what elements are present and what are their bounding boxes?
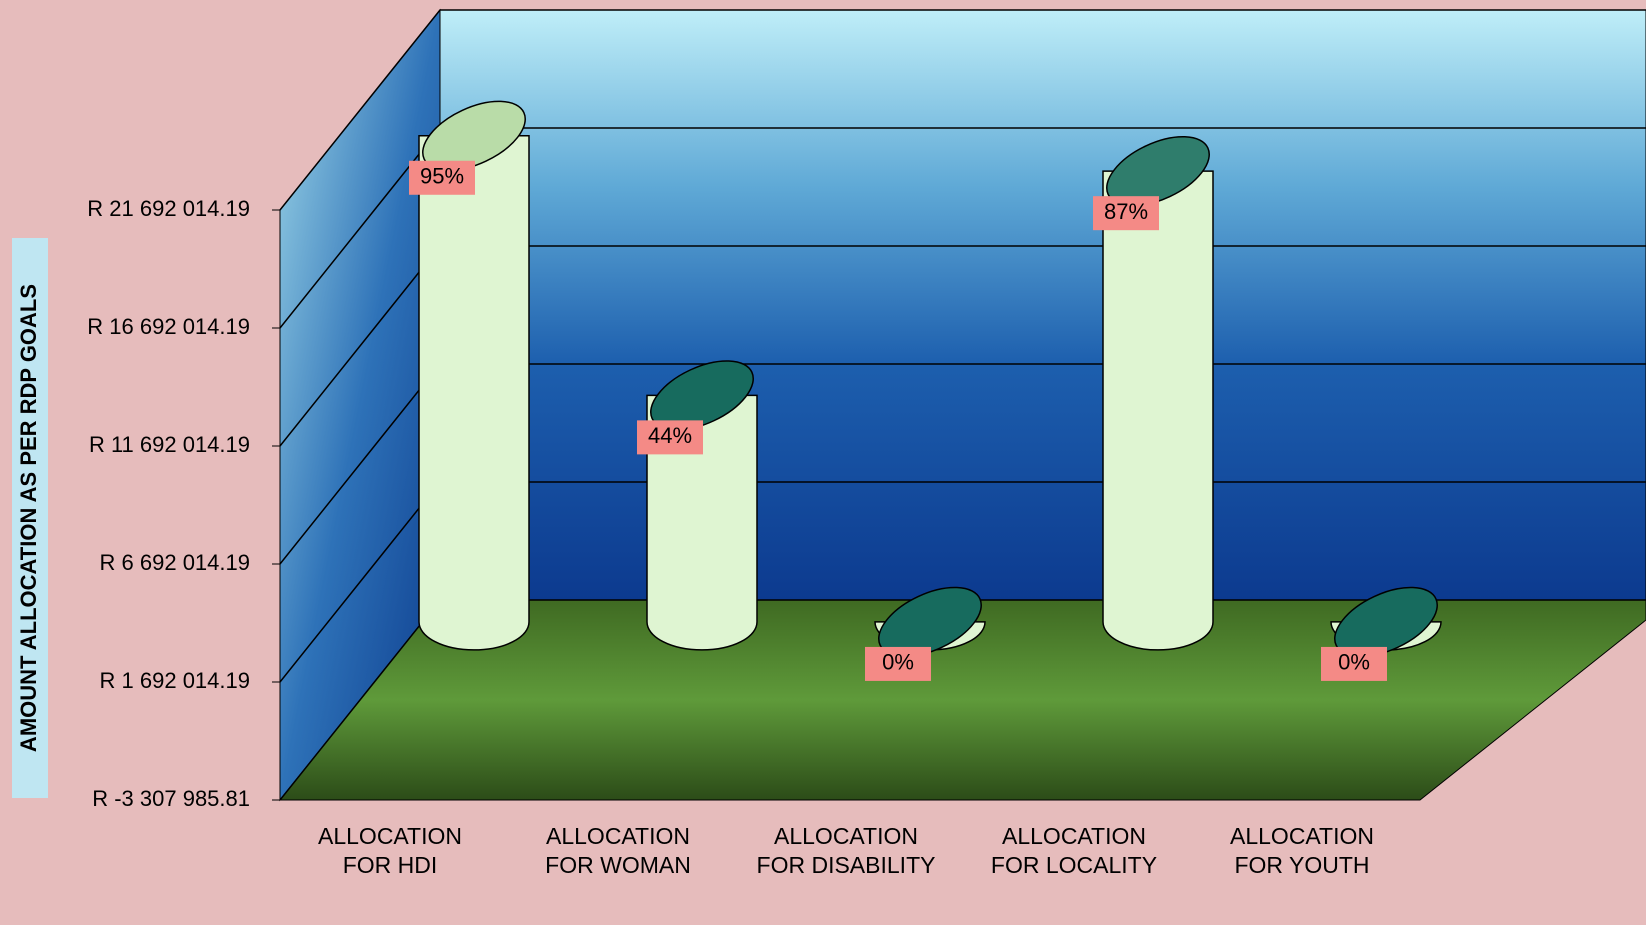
y-tick-label: R 1 692 014.19 xyxy=(100,668,250,693)
data-label: 87% xyxy=(1104,199,1148,224)
y-axis-label: AMOUNT ALLOCATION AS PER RDP GOALS xyxy=(16,284,41,752)
x-tick-label: ALLOCATION FOR YOUTH xyxy=(1230,823,1374,878)
data-label-box xyxy=(637,420,703,455)
data-label-box xyxy=(1321,646,1387,681)
cylinder-top xyxy=(1106,136,1210,207)
x-tick-label: ALLOCATION FOR HDI xyxy=(318,823,462,878)
cylinder-body xyxy=(646,394,758,651)
cylinder: 0% xyxy=(865,586,986,681)
y-axis-label-box xyxy=(12,238,48,798)
y-tick-label: R -3 307 985.81 xyxy=(92,786,250,811)
x-tick-label: ALLOCATION FOR WOMAN xyxy=(545,823,691,878)
cylinder-body xyxy=(418,135,530,651)
cylinder-top xyxy=(422,100,526,171)
cylinder: 87% xyxy=(1093,136,1214,651)
data-label: 95% xyxy=(420,164,464,189)
x-tick-label: ALLOCATION FOR DISABILITY xyxy=(756,823,936,878)
y-tick-label: R 6 692 014.19 xyxy=(100,550,250,575)
data-label-box xyxy=(409,160,475,195)
grid-line xyxy=(279,9,1646,211)
cylinder-body xyxy=(1102,170,1214,651)
cylinder-top xyxy=(878,586,982,658)
cylinder: 44% xyxy=(637,360,758,651)
data-label: 0% xyxy=(1338,650,1370,675)
cylinder: 95% xyxy=(409,100,530,651)
cylinder-top xyxy=(1334,586,1438,658)
y-tick-label: R 21 692 014.19 xyxy=(87,196,250,221)
data-label: 0% xyxy=(882,650,914,675)
y-tick-label: R 16 692 014.19 xyxy=(87,314,250,339)
back-wall xyxy=(439,9,1646,601)
data-label-box xyxy=(865,646,931,681)
data-label: 44% xyxy=(648,423,692,448)
cylinder-top xyxy=(650,360,754,431)
x-tick-label: ALLOCATION FOR LOCALITY xyxy=(990,823,1158,878)
y-tick-label: R 11 692 014.19 xyxy=(89,432,250,457)
data-label-box xyxy=(1093,196,1159,231)
cylinder: 0% xyxy=(1321,586,1442,681)
